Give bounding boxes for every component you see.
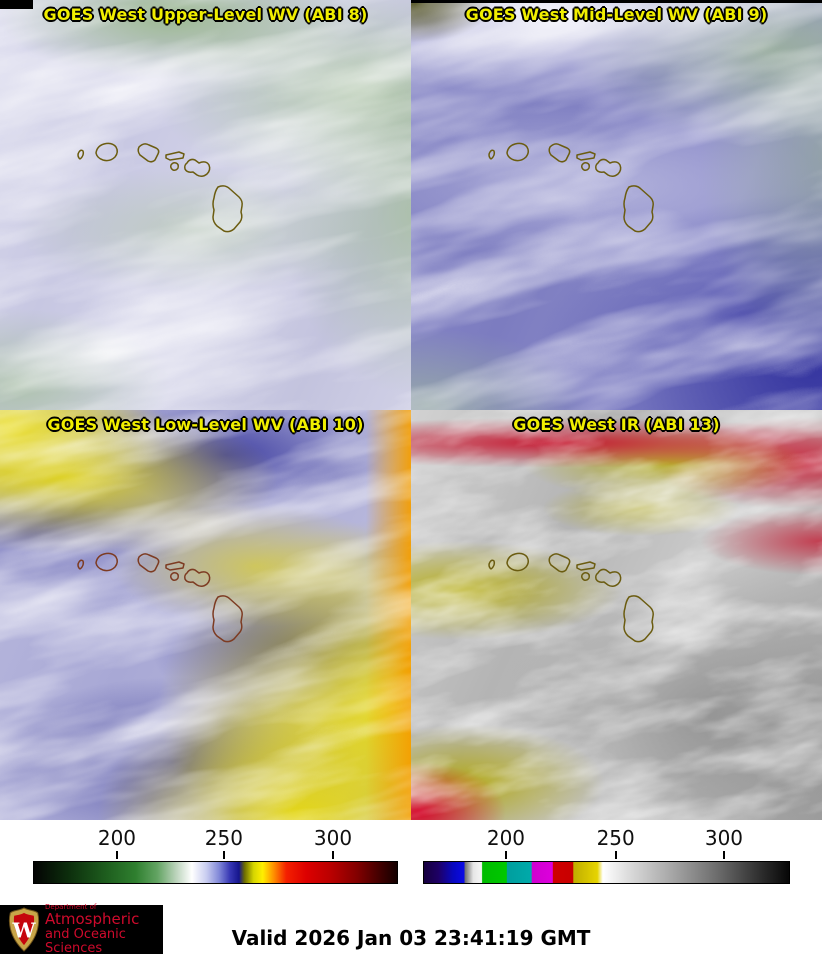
colorbar-tick-label: 300	[704, 826, 744, 850]
panel-ir: GOES West IR (ABI 13)	[411, 410, 822, 820]
cloud-texture	[411, 0, 822, 410]
colorbar-tick-mark	[332, 851, 335, 859]
logo-line-atmospheric: Atmospheric	[45, 910, 140, 929]
cloud-texture	[0, 410, 411, 820]
panel-title: GOES West Low-Level WV (ABI 10)	[47, 415, 364, 434]
panel-title: GOES West Mid-Level WV (ABI 9)	[465, 5, 768, 24]
colorbar-tick-mark	[504, 851, 507, 859]
colorbar-tick-label: 250	[204, 826, 243, 850]
panel-title: GOES West Upper-Level WV (ABI 8)	[43, 5, 368, 24]
colorbar-gradient-ir	[423, 861, 790, 884]
legend-footer-strip: 200 250 300 200 250 300 W Department	[0, 820, 822, 954]
colorbar-ir: 200 250 300	[423, 820, 790, 890]
cloud-texture	[0, 0, 411, 410]
colorbar-tick-label: 300	[313, 826, 353, 850]
valid-timestamp: Valid 2026 Jan 03 23:41:19 GMT	[231, 926, 591, 950]
colorbar-tick-mark	[614, 851, 617, 859]
colorbar-tick-label: 200	[97, 826, 137, 850]
panel-grid: GOES West Upper-Level WV (ABI 8) GOES We…	[0, 0, 822, 820]
colorbar-gradient-wv	[33, 861, 398, 884]
image-edge-artifact	[411, 0, 822, 3]
uw-aos-logo: W Department of Atmospheric and Oceanic …	[0, 902, 163, 954]
logo-dept-line: Department of	[45, 902, 97, 911]
colorbar-tick-mark	[222, 851, 225, 859]
colorbar-tick-mark	[722, 851, 725, 859]
colorbar-tick-label: 200	[486, 826, 526, 850]
cloud-texture	[411, 410, 822, 820]
image-edge-artifact	[0, 0, 33, 9]
panel-mid-level-wv: GOES West Mid-Level WV (ABI 9)	[411, 0, 822, 410]
crest-letter: W	[11, 918, 36, 942]
colorbar-wv: 200 250 300	[33, 820, 398, 890]
logo-text: Department of Atmospheric and Oceanic Sc…	[45, 902, 163, 954]
panel-title: GOES West IR (ABI 13)	[513, 415, 720, 434]
logo-line-oceanic: and Oceanic Sciences	[45, 926, 126, 954]
panel-upper-level-wv: GOES West Upper-Level WV (ABI 8)	[0, 0, 411, 410]
colorbar-tick-label: 250	[596, 826, 635, 850]
panel-low-level-wv: GOES West Low-Level WV (ABI 10)	[0, 410, 411, 820]
uw-crest-icon: W	[8, 907, 40, 952]
colorbar-tick-mark	[115, 851, 118, 859]
